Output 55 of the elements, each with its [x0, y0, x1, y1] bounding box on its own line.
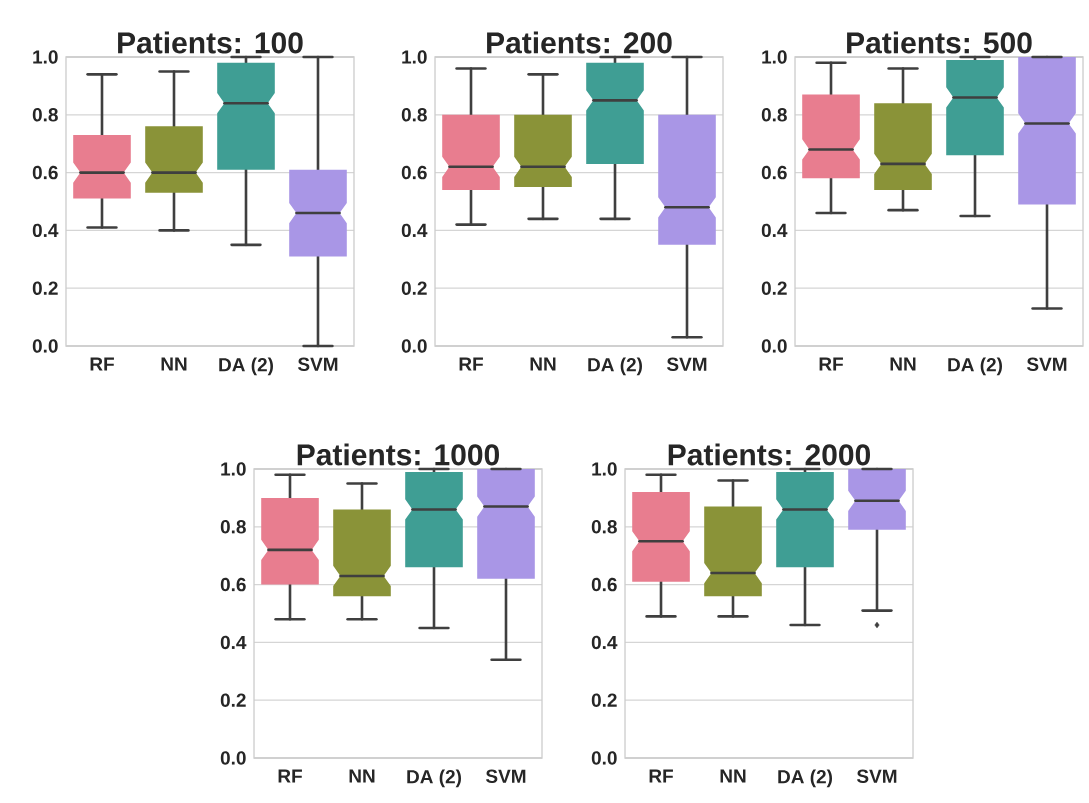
x-tick-label: SVM	[856, 769, 897, 783]
chart-title: Patients: 2000	[668, 443, 871, 466]
y-tick-label: 0.4	[591, 635, 618, 650]
y-tick-label: 1.0	[33, 50, 58, 64]
x-tick-label: NN	[890, 357, 916, 371]
y-tick-label: 0.4	[761, 223, 788, 238]
y-tick-label: 0.0	[401, 339, 427, 353]
y-tick-label: 1.0	[592, 462, 617, 476]
y-tick-label: 0.0	[761, 339, 787, 353]
y-tick-label: 1.0	[762, 50, 787, 64]
y-tick-label: 0.2	[761, 281, 787, 295]
y-tick-label: 0.8	[220, 520, 246, 534]
x-tick-label: SVM	[297, 357, 338, 371]
chart-title: Patients: 500	[847, 31, 1032, 54]
y-tick-label: 0.8	[591, 520, 617, 534]
y-tick-label: 0.2	[32, 281, 58, 295]
y-tick-label: 0.8	[761, 108, 787, 122]
chart-title: Patients: 200	[487, 31, 672, 54]
x-tick-label: NN	[530, 357, 556, 371]
chart-title: Patients: 100	[118, 31, 303, 54]
x-tick-label: NN	[720, 769, 746, 783]
x-tick-label: RF	[90, 357, 114, 371]
x-tick-label: SVM	[485, 769, 526, 783]
y-tick-label: 0.4	[401, 223, 428, 238]
y-tick-label: 0.2	[401, 281, 427, 295]
x-tick-label: RF	[459, 357, 483, 371]
y-tick-label: 0.4	[220, 635, 247, 650]
y-tick-label: 0.8	[32, 108, 58, 122]
y-tick-label: 0.6	[401, 165, 427, 180]
y-tick-label: 0.6	[32, 165, 58, 180]
y-tick-label: 0.6	[761, 165, 787, 180]
y-tick-label: 0.6	[220, 577, 246, 592]
x-tick-label: NN	[349, 769, 375, 783]
y-tick-label: 0.6	[591, 577, 617, 592]
x-tick-label: DA (2)	[588, 357, 642, 376]
x-tick-label: DA (2)	[948, 357, 1003, 376]
y-tick-label: 0.0	[220, 751, 246, 765]
y-tick-label: 0.2	[220, 693, 246, 707]
x-tick-label: SVM	[666, 357, 707, 371]
y-tick-label: 0.0	[32, 339, 58, 353]
chart-title: Patients: 1000	[297, 443, 500, 466]
x-tick-label: NN	[161, 357, 187, 371]
x-tick-label: DA (2)	[778, 769, 832, 788]
x-tick-label: DA (2)	[219, 357, 273, 376]
y-tick-label: 0.2	[591, 693, 617, 707]
y-tick-label: 0.4	[32, 223, 59, 238]
x-tick-label: RF	[278, 769, 302, 783]
y-tick-label: 0.8	[401, 108, 427, 122]
x-tick-label: RF	[819, 357, 843, 371]
y-tick-label: 1.0	[221, 462, 246, 476]
x-tick-label: SVM	[1026, 357, 1067, 371]
y-tick-label: 1.0	[402, 50, 427, 64]
x-tick-label: DA (2)	[407, 769, 461, 788]
y-tick-label: 0.0	[591, 751, 617, 765]
x-tick-label: RF	[649, 769, 673, 783]
